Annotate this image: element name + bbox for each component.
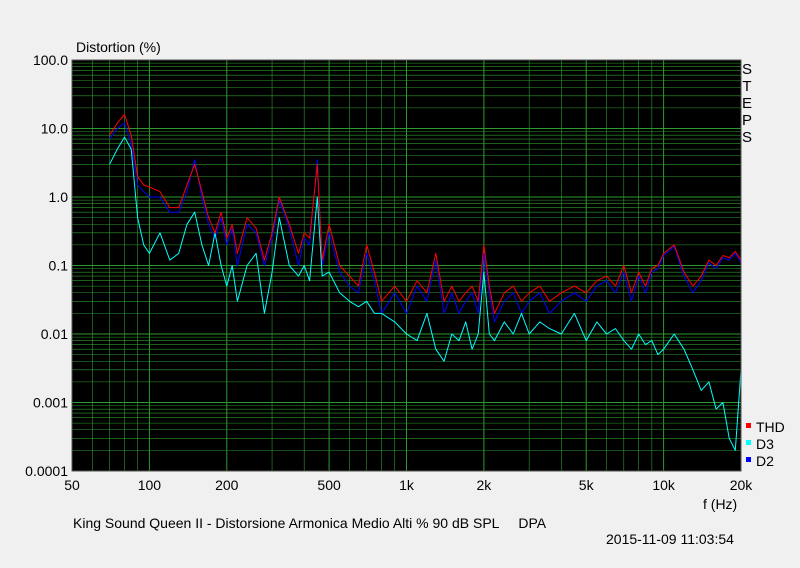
legend-label: THD: [756, 419, 785, 435]
grid: [71, 60, 742, 472]
x-axis-label: f (Hz): [703, 496, 737, 512]
series-line-d3: [109, 136, 742, 451]
x-tick-label: 5k: [579, 477, 595, 493]
y-axis-label: Distortion (%): [76, 39, 161, 55]
steps-letter: E: [742, 95, 752, 112]
legend-swatch: [746, 440, 751, 445]
steps-letter: T: [742, 78, 751, 95]
y-tick-labels: 100.0 10.0 1.0 0.1 0.01 0.001 0.0001: [25, 52, 68, 479]
series-lines: [109, 114, 742, 451]
steps-letter: P: [742, 112, 752, 129]
chart-timestamp: 2015-11-09 11:03:54: [606, 531, 734, 547]
steps-letter: S: [742, 61, 752, 78]
y-tick-label: 100.0: [33, 52, 68, 68]
x-tick-label: 50: [64, 477, 80, 493]
x-tick-label: 1k: [399, 477, 415, 493]
steps-letter: S: [742, 129, 752, 146]
y-tick-label: 0.1: [49, 258, 69, 274]
x-tick-label: 20k: [730, 477, 754, 493]
x-tick-label: 500: [317, 477, 341, 493]
x-tick-label: 100: [138, 477, 162, 493]
legend-label: D2: [756, 453, 774, 469]
y-tick-label: 0.001: [33, 395, 68, 411]
y-tick-label: 0.01: [41, 326, 68, 342]
y-tick-label: 1.0: [49, 189, 69, 205]
y-tick-label: 0.0001: [25, 463, 68, 479]
plot-frame: [71, 59, 742, 472]
x-tick-labels: 50 100 200 500 1k 2k 5k 10k 20k: [64, 477, 753, 493]
y-tick-label: 10.0: [41, 121, 68, 137]
legend-swatch: [746, 423, 751, 428]
chart-footer-title: King Sound Queen II - Distorsione Armoni…: [73, 515, 547, 531]
x-tick-label: 10k: [652, 477, 676, 493]
series-line-d2: [109, 122, 742, 323]
legend-swatch: [746, 457, 751, 462]
series-line-thd: [109, 114, 742, 314]
legend-label: D3: [756, 436, 774, 452]
x-tick-label: 200: [215, 477, 239, 493]
x-tick-label: 2k: [476, 477, 492, 493]
